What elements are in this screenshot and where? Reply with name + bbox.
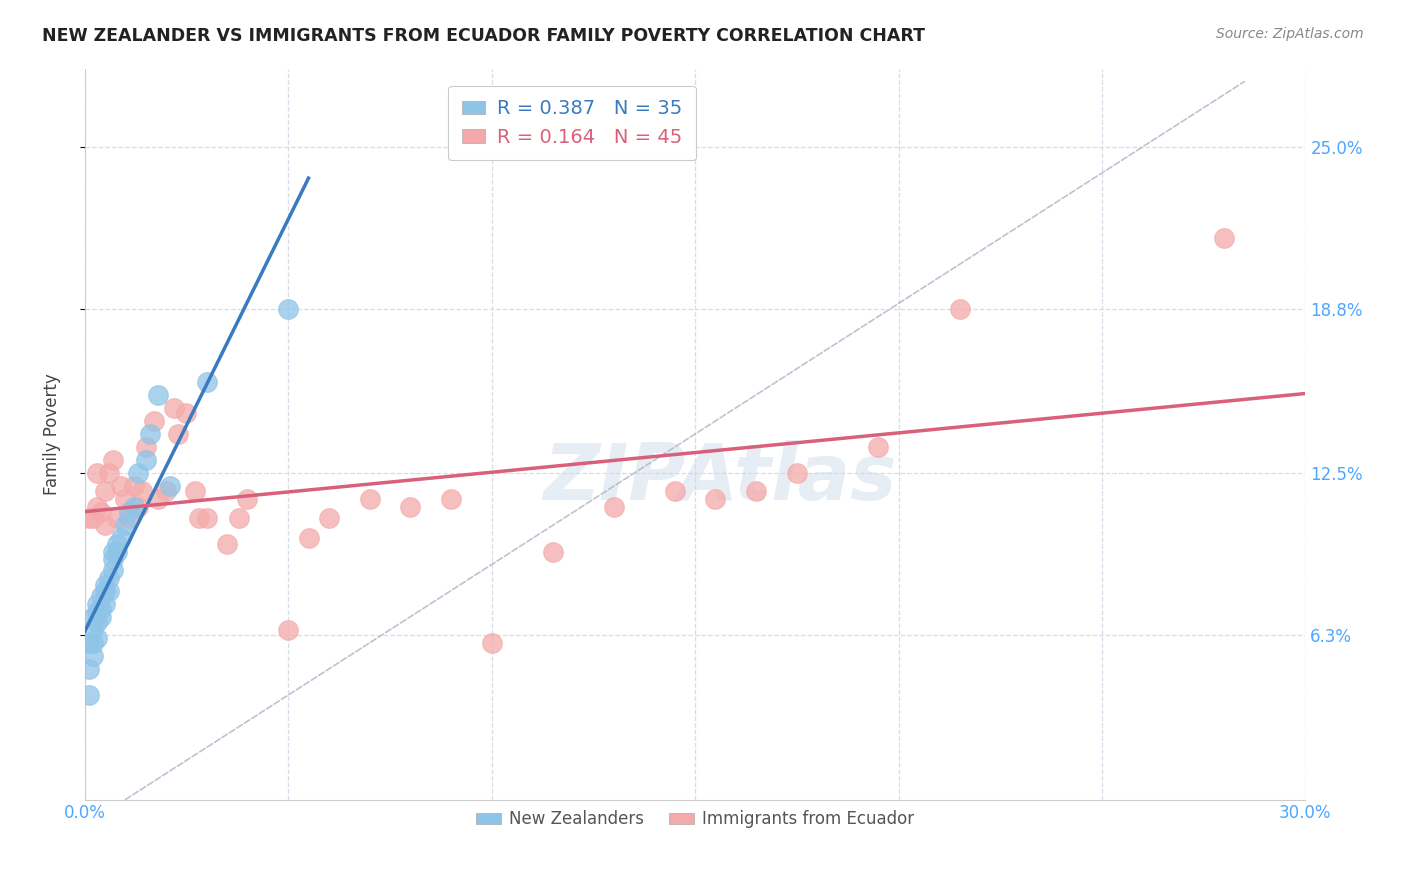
Point bbox=[602, 500, 624, 515]
Point bbox=[86, 500, 108, 515]
Point bbox=[114, 518, 136, 533]
Point bbox=[86, 597, 108, 611]
Point bbox=[90, 602, 112, 616]
Point bbox=[159, 479, 181, 493]
Point bbox=[541, 544, 564, 558]
Point bbox=[868, 440, 890, 454]
Y-axis label: Family Poverty: Family Poverty bbox=[44, 373, 60, 495]
Point bbox=[103, 552, 125, 566]
Point bbox=[118, 505, 141, 519]
Point bbox=[122, 479, 145, 493]
Point bbox=[217, 536, 239, 550]
Point bbox=[318, 510, 340, 524]
Point bbox=[94, 518, 117, 533]
Point bbox=[146, 388, 169, 402]
Text: Source: ZipAtlas.com: Source: ZipAtlas.com bbox=[1216, 27, 1364, 41]
Point bbox=[82, 636, 104, 650]
Point bbox=[98, 571, 121, 585]
Point bbox=[110, 479, 132, 493]
Point bbox=[105, 510, 128, 524]
Point bbox=[105, 544, 128, 558]
Point bbox=[90, 589, 112, 603]
Point bbox=[131, 484, 153, 499]
Point bbox=[103, 453, 125, 467]
Point bbox=[155, 484, 177, 499]
Point bbox=[139, 427, 162, 442]
Point bbox=[142, 414, 165, 428]
Point bbox=[399, 500, 422, 515]
Point bbox=[297, 532, 319, 546]
Text: NEW ZEALANDER VS IMMIGRANTS FROM ECUADOR FAMILY POVERTY CORRELATION CHART: NEW ZEALANDER VS IMMIGRANTS FROM ECUADOR… bbox=[42, 27, 925, 45]
Point bbox=[110, 532, 132, 546]
Point bbox=[359, 492, 381, 507]
Point bbox=[77, 662, 100, 676]
Point bbox=[94, 583, 117, 598]
Point bbox=[122, 500, 145, 515]
Point bbox=[277, 623, 299, 637]
Point bbox=[440, 492, 463, 507]
Point bbox=[183, 484, 205, 499]
Point bbox=[82, 623, 104, 637]
Point bbox=[90, 609, 112, 624]
Point bbox=[127, 466, 149, 480]
Point bbox=[167, 427, 190, 442]
Point bbox=[77, 636, 100, 650]
Point bbox=[82, 510, 104, 524]
Point bbox=[228, 510, 250, 524]
Point bbox=[195, 510, 218, 524]
Point bbox=[103, 563, 125, 577]
Point bbox=[98, 466, 121, 480]
Point bbox=[127, 500, 149, 515]
Point bbox=[82, 609, 104, 624]
Point bbox=[664, 484, 686, 499]
Point bbox=[82, 648, 104, 663]
Point bbox=[90, 505, 112, 519]
Point bbox=[277, 301, 299, 316]
Point bbox=[94, 597, 117, 611]
Point bbox=[103, 544, 125, 558]
Point bbox=[948, 301, 970, 316]
Text: ZIPAtlas: ZIPAtlas bbox=[543, 440, 896, 516]
Point bbox=[135, 453, 157, 467]
Point bbox=[94, 484, 117, 499]
Point bbox=[163, 401, 186, 415]
Point bbox=[704, 492, 727, 507]
Point bbox=[786, 466, 808, 480]
Point bbox=[236, 492, 259, 507]
Point bbox=[146, 492, 169, 507]
Point bbox=[481, 636, 503, 650]
Point bbox=[86, 466, 108, 480]
Point bbox=[86, 615, 108, 629]
Point bbox=[77, 510, 100, 524]
Point bbox=[98, 583, 121, 598]
Point bbox=[195, 375, 218, 389]
Point bbox=[94, 578, 117, 592]
Point bbox=[114, 492, 136, 507]
Point bbox=[86, 631, 108, 645]
Point bbox=[1213, 231, 1236, 245]
Legend: New Zealanders, Immigrants from Ecuador: New Zealanders, Immigrants from Ecuador bbox=[470, 804, 921, 835]
Point bbox=[118, 510, 141, 524]
Point bbox=[176, 406, 198, 420]
Point bbox=[135, 440, 157, 454]
Point bbox=[77, 688, 100, 702]
Point bbox=[187, 510, 209, 524]
Point bbox=[745, 484, 768, 499]
Point bbox=[86, 605, 108, 619]
Point bbox=[105, 536, 128, 550]
